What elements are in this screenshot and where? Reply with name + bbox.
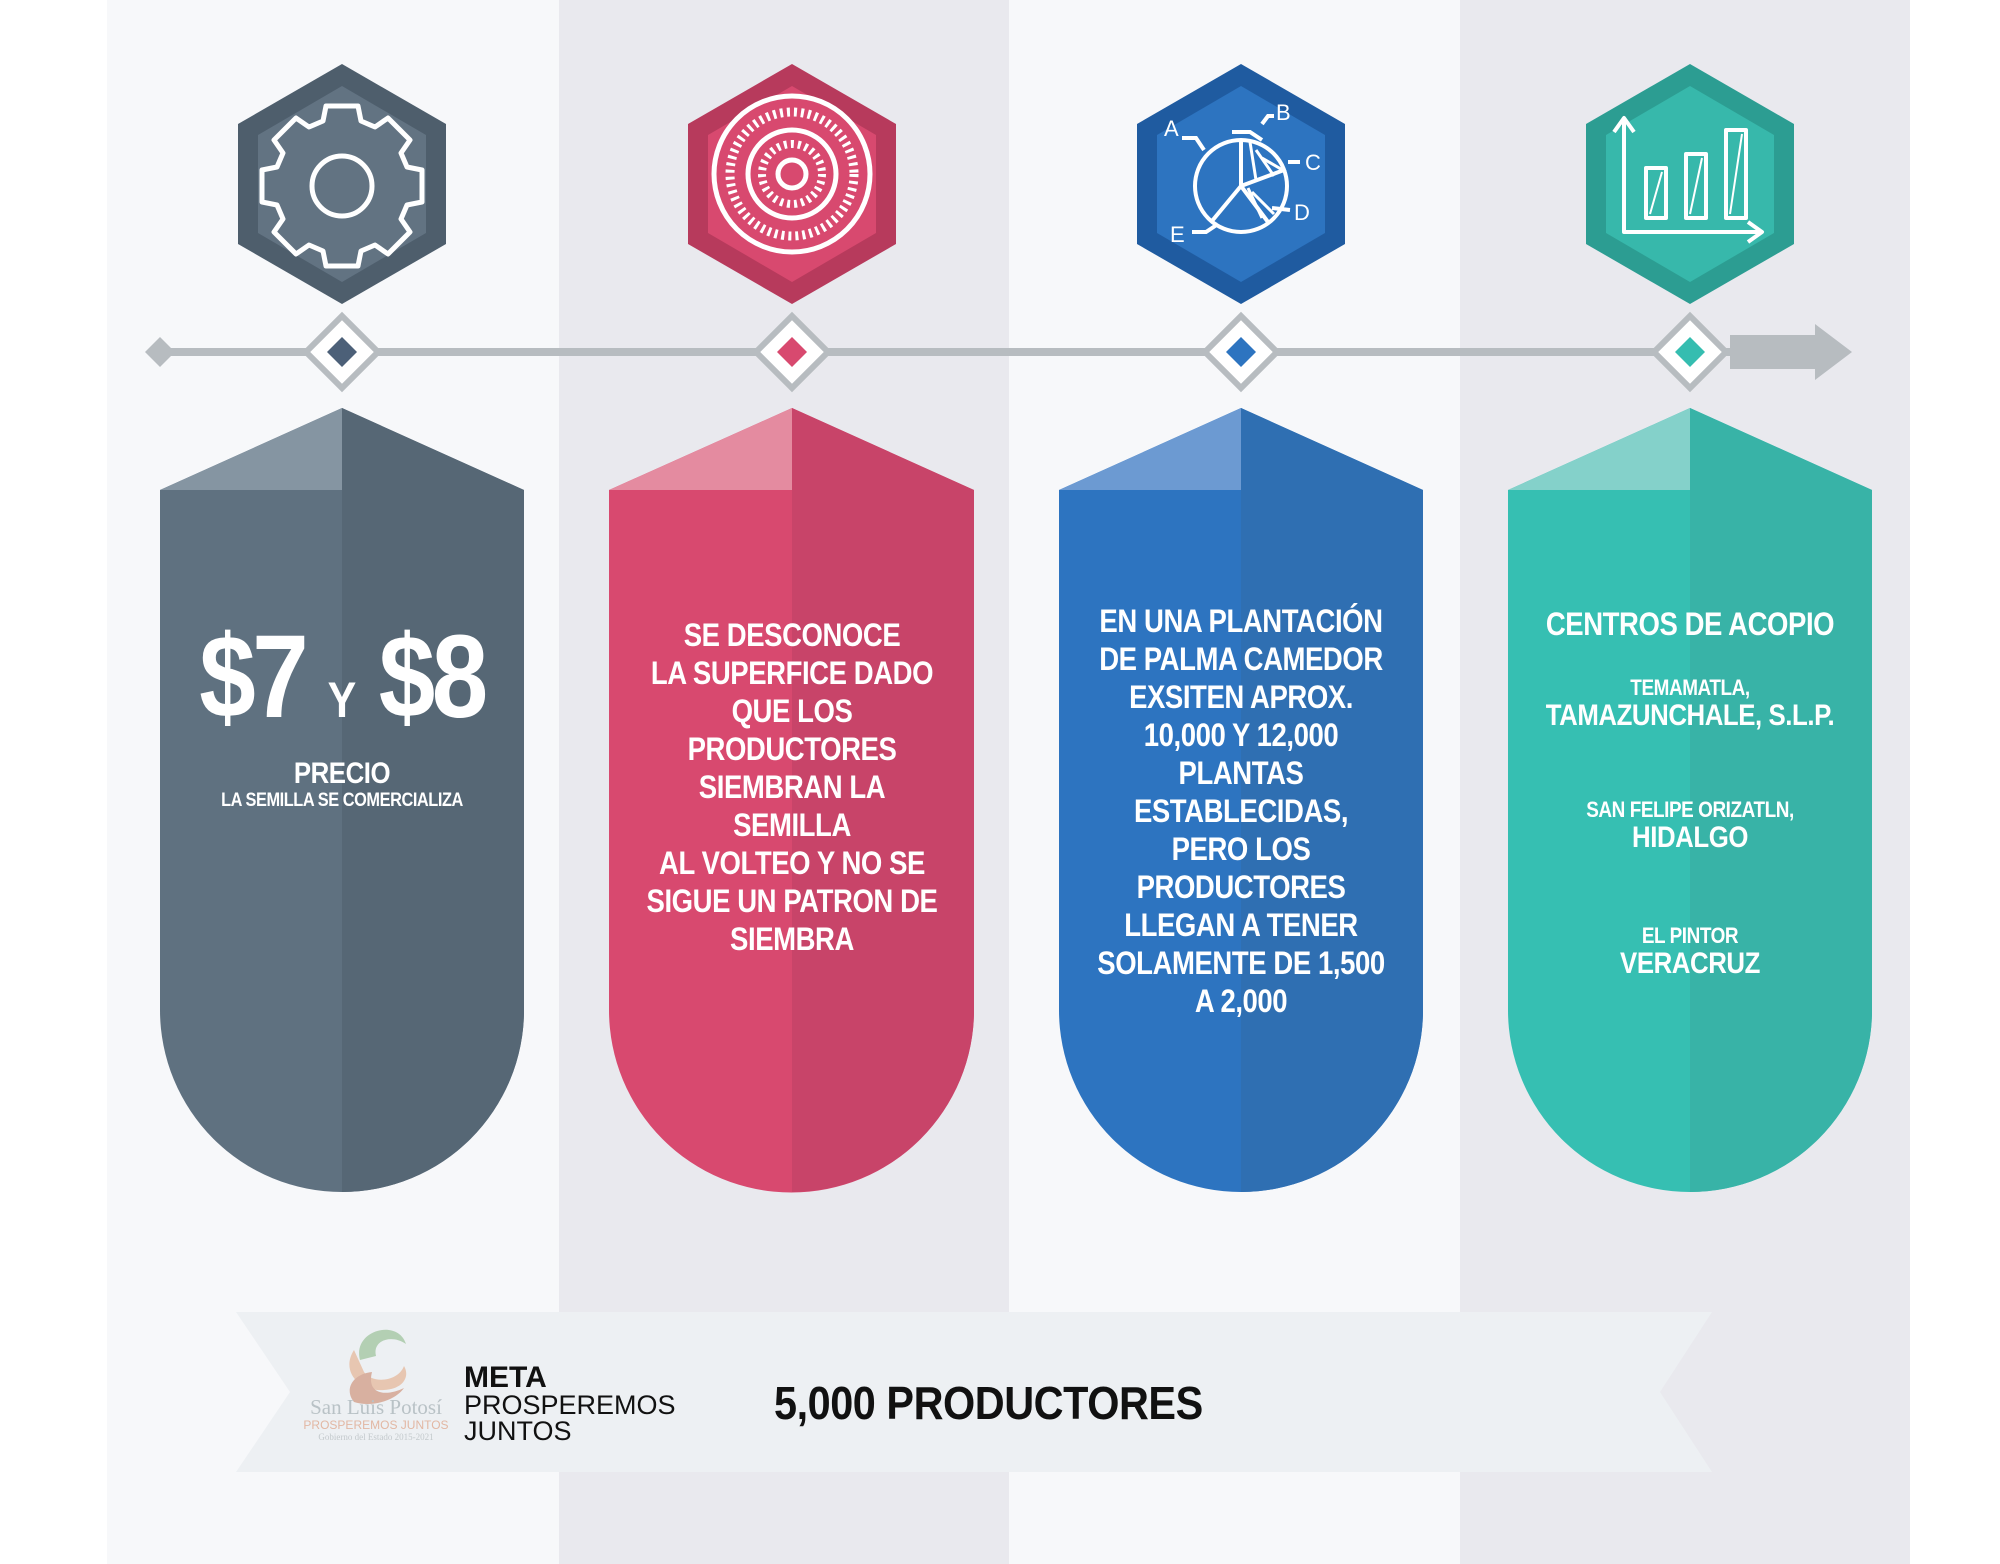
panel-1 [160,408,524,1192]
hexagon-3: A B C D E [1137,64,1345,304]
panel3-line: LLEGAN A TENER [1124,907,1358,943]
panel3-line: PERO LOS PRODUCTORES [1136,831,1346,905]
pie-label-a: A [1164,116,1179,141]
timeline-marker-3 [1200,311,1282,393]
price-max: $8 [378,611,488,743]
pie-label-d: D [1294,200,1310,225]
meta-title: META [464,1361,547,1394]
logo-mark [349,1329,407,1405]
hexagon-1 [238,64,446,304]
price-subtitle: LA SEMILLA SE COMERCIALIZA [221,790,463,811]
gear-icon [259,103,425,269]
panel2-line: SIEMBRA [730,921,854,957]
panel3-line: EN UNA PLANTACIÓN [1099,603,1383,639]
panel3-text: EN UNA PLANTACIÓN DE PALMA CAMEDOR EXSIT… [1085,602,1396,1020]
timeline [145,324,1852,380]
pie-label-b: B [1276,100,1291,125]
price-range: $7 Y $8 [194,618,490,736]
target-icon [711,93,873,255]
pie-label-e: E [1170,222,1185,247]
timeline-marker-1 [301,311,383,393]
panel2-text: SE DESCONOCE LA SUPERFICE DADO QUE LOS P… [637,616,947,958]
panel-2 [609,408,974,1193]
panel2-line: QUE LOS PRODUCTORES [687,693,897,767]
logo-tagline: PROSPEREMOS JUNTOS [303,1418,449,1432]
meta-line-2: JUNTOS [464,1416,572,1446]
goal-text: 5,000 PRODUCTORES [774,1377,1203,1429]
collection-center-town: EL PINTOR [1641,923,1739,948]
panel3-line: PLANTAS ESTABLECIDAS, [1133,755,1349,829]
panel-3 [1059,408,1423,1192]
meta-label: META PROSPEREMOS JUNTOS [464,1361,676,1446]
collection-center-2: SAN FELIPE ORIZATLN, HIDALGO [1533,798,1846,854]
panel2-line: SE DESCONOCE [683,617,901,653]
panel3-line: EXSITEN APROX. [1129,679,1353,715]
collection-center-region: VERACRUZ [1620,947,1760,980]
bar-chart-icon [1612,116,1764,244]
hexagon-4 [1586,64,1794,304]
logo-subtitle: Gobierno del Estado 2015-2021 [318,1432,434,1442]
collection-center-town: SAN FELIPE ORIZATLN, [1586,797,1794,822]
price-min: $7 [199,611,308,743]
price-separator: Y [327,672,357,728]
logo-name: San Luis Potosí [310,1395,442,1419]
panel2-line: LA SUPERFICE DADO [650,655,934,691]
collection-center-region: HIDALGO [1632,821,1748,854]
panel3-line: SOLAMENTE DE 1,500 [1097,945,1385,981]
hexagon-2 [688,64,896,304]
panel2-line: SIEMBRAN LA SEMILLA [698,769,886,843]
pie-chart-icon: A B C D E [1164,100,1321,247]
collection-centers-title: CENTROS DE ACOPIO [1545,606,1835,642]
pie-label-c: C [1305,150,1321,175]
timeline-marker-4 [1649,311,1731,393]
collection-center-region: TAMAZUNCHALE, S.L.P. [1545,699,1835,732]
collection-center-town: TEMAMATLA, [1630,675,1750,700]
meta-line-1: PROSPEREMOS [464,1390,676,1420]
panel3-line: A 2,000 [1194,983,1288,1019]
panel2-line: AL VOLTEO Y NO SE [659,845,925,881]
logo-wordmark: San Luis Potosí PROSPEREMOS JUNTOS Gobie… [296,1396,456,1443]
collection-center-3: EL PINTOR VERACRUZ [1533,924,1846,980]
price-title: PRECIO [293,757,391,790]
panel3-line: DE PALMA CAMEDOR [1099,641,1383,677]
footer-ribbon [236,1312,1712,1472]
panel-4 [1508,408,1872,1192]
panel3-line: 10,000 Y 12,000 [1143,717,1339,753]
panel2-line: SIGUE UN PATRON DE [646,883,938,919]
collection-center-1: TEMAMATLA, TAMAZUNCHALE, S.L.P. [1533,676,1846,732]
timeline-marker-2 [751,311,833,393]
